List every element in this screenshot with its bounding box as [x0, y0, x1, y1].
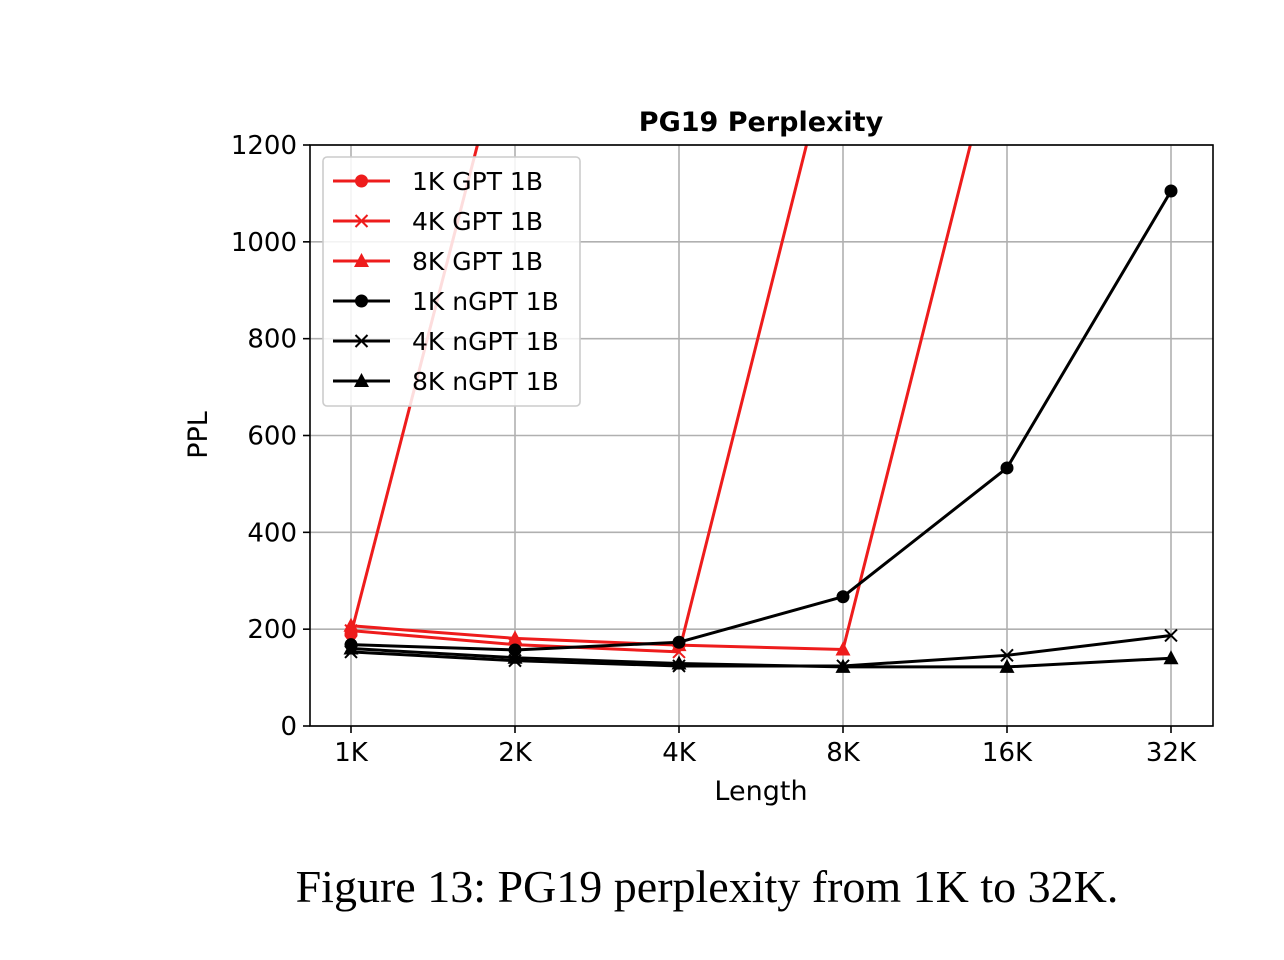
legend-label: 4K nGPT 1B [412, 327, 559, 356]
x-tick-label: 32K [1146, 738, 1197, 768]
y-tick-label: 600 [247, 422, 297, 452]
legend-marker [354, 373, 369, 387]
data-point [836, 590, 850, 604]
legend-label: 1K GPT 1B [412, 167, 543, 196]
chart-title: PG19 Perplexity [639, 107, 884, 138]
series-4 [344, 184, 1178, 657]
series-line [350, 647, 1172, 669]
data-point [835, 641, 851, 656]
y-tick-label: 400 [247, 518, 297, 548]
data-point [1163, 650, 1179, 665]
x-tick-label: 4K [662, 738, 697, 768]
grid [310, 144, 1213, 727]
data-point [507, 630, 523, 645]
data-point [507, 649, 523, 664]
y-tick-label: 800 [247, 325, 297, 355]
legend-marker [354, 253, 369, 267]
series-6 [343, 640, 1179, 673]
data-point [835, 658, 851, 673]
figure-caption: Figure 13: PG19 perplexity from 1K to 32… [295, 861, 1119, 912]
series-line [350, 145, 809, 654]
y-axis-label: PPL [183, 411, 214, 459]
legend-marker [355, 294, 368, 308]
series-line [350, 190, 1173, 652]
data-point [1164, 184, 1178, 198]
legend-marker [355, 174, 368, 188]
legend-label: 8K GPT 1B [412, 247, 543, 276]
legend-marker [354, 334, 369, 348]
x-tick-label: 1K [334, 738, 369, 768]
data-point [343, 617, 359, 632]
chart: 1K 2K 4K 8K 16K 32K 0 200 400 600 800 1000 1200 PG19… [183, 107, 1214, 807]
legend-box [322, 156, 581, 407]
x-axis-label: Length [714, 776, 807, 807]
legend-label: 1K nGPT 1B [412, 287, 559, 316]
legend: 1K GPT 1B 4K GPT 1B 8K GPT 1B 1K nGPT 1B 4K … [322, 156, 581, 407]
data-point [671, 655, 687, 670]
data-point [999, 658, 1015, 673]
ticks: 1K 2K 4K 8K 16K 32K 0 200 400 600 800 1000 1200 [231, 131, 1197, 768]
y-tick-label: 0 [280, 712, 297, 742]
legend-label: 4K GPT 1B [412, 207, 543, 236]
data-point [1164, 628, 1178, 643]
y-tick-label: 1200 [231, 131, 297, 161]
data-point [1000, 461, 1014, 475]
data-point [343, 640, 359, 655]
legend-marker [354, 214, 369, 228]
x-tick-label: 16K [982, 738, 1033, 768]
x-tick-label: 8K [826, 738, 861, 768]
y-tick-label: 200 [247, 615, 297, 645]
legend-label: 8K nGPT 1B [412, 367, 559, 396]
x-tick-label: 2K [498, 738, 533, 768]
y-tick-label: 1000 [231, 228, 297, 258]
data-point [672, 635, 686, 649]
data-point [1000, 648, 1014, 663]
